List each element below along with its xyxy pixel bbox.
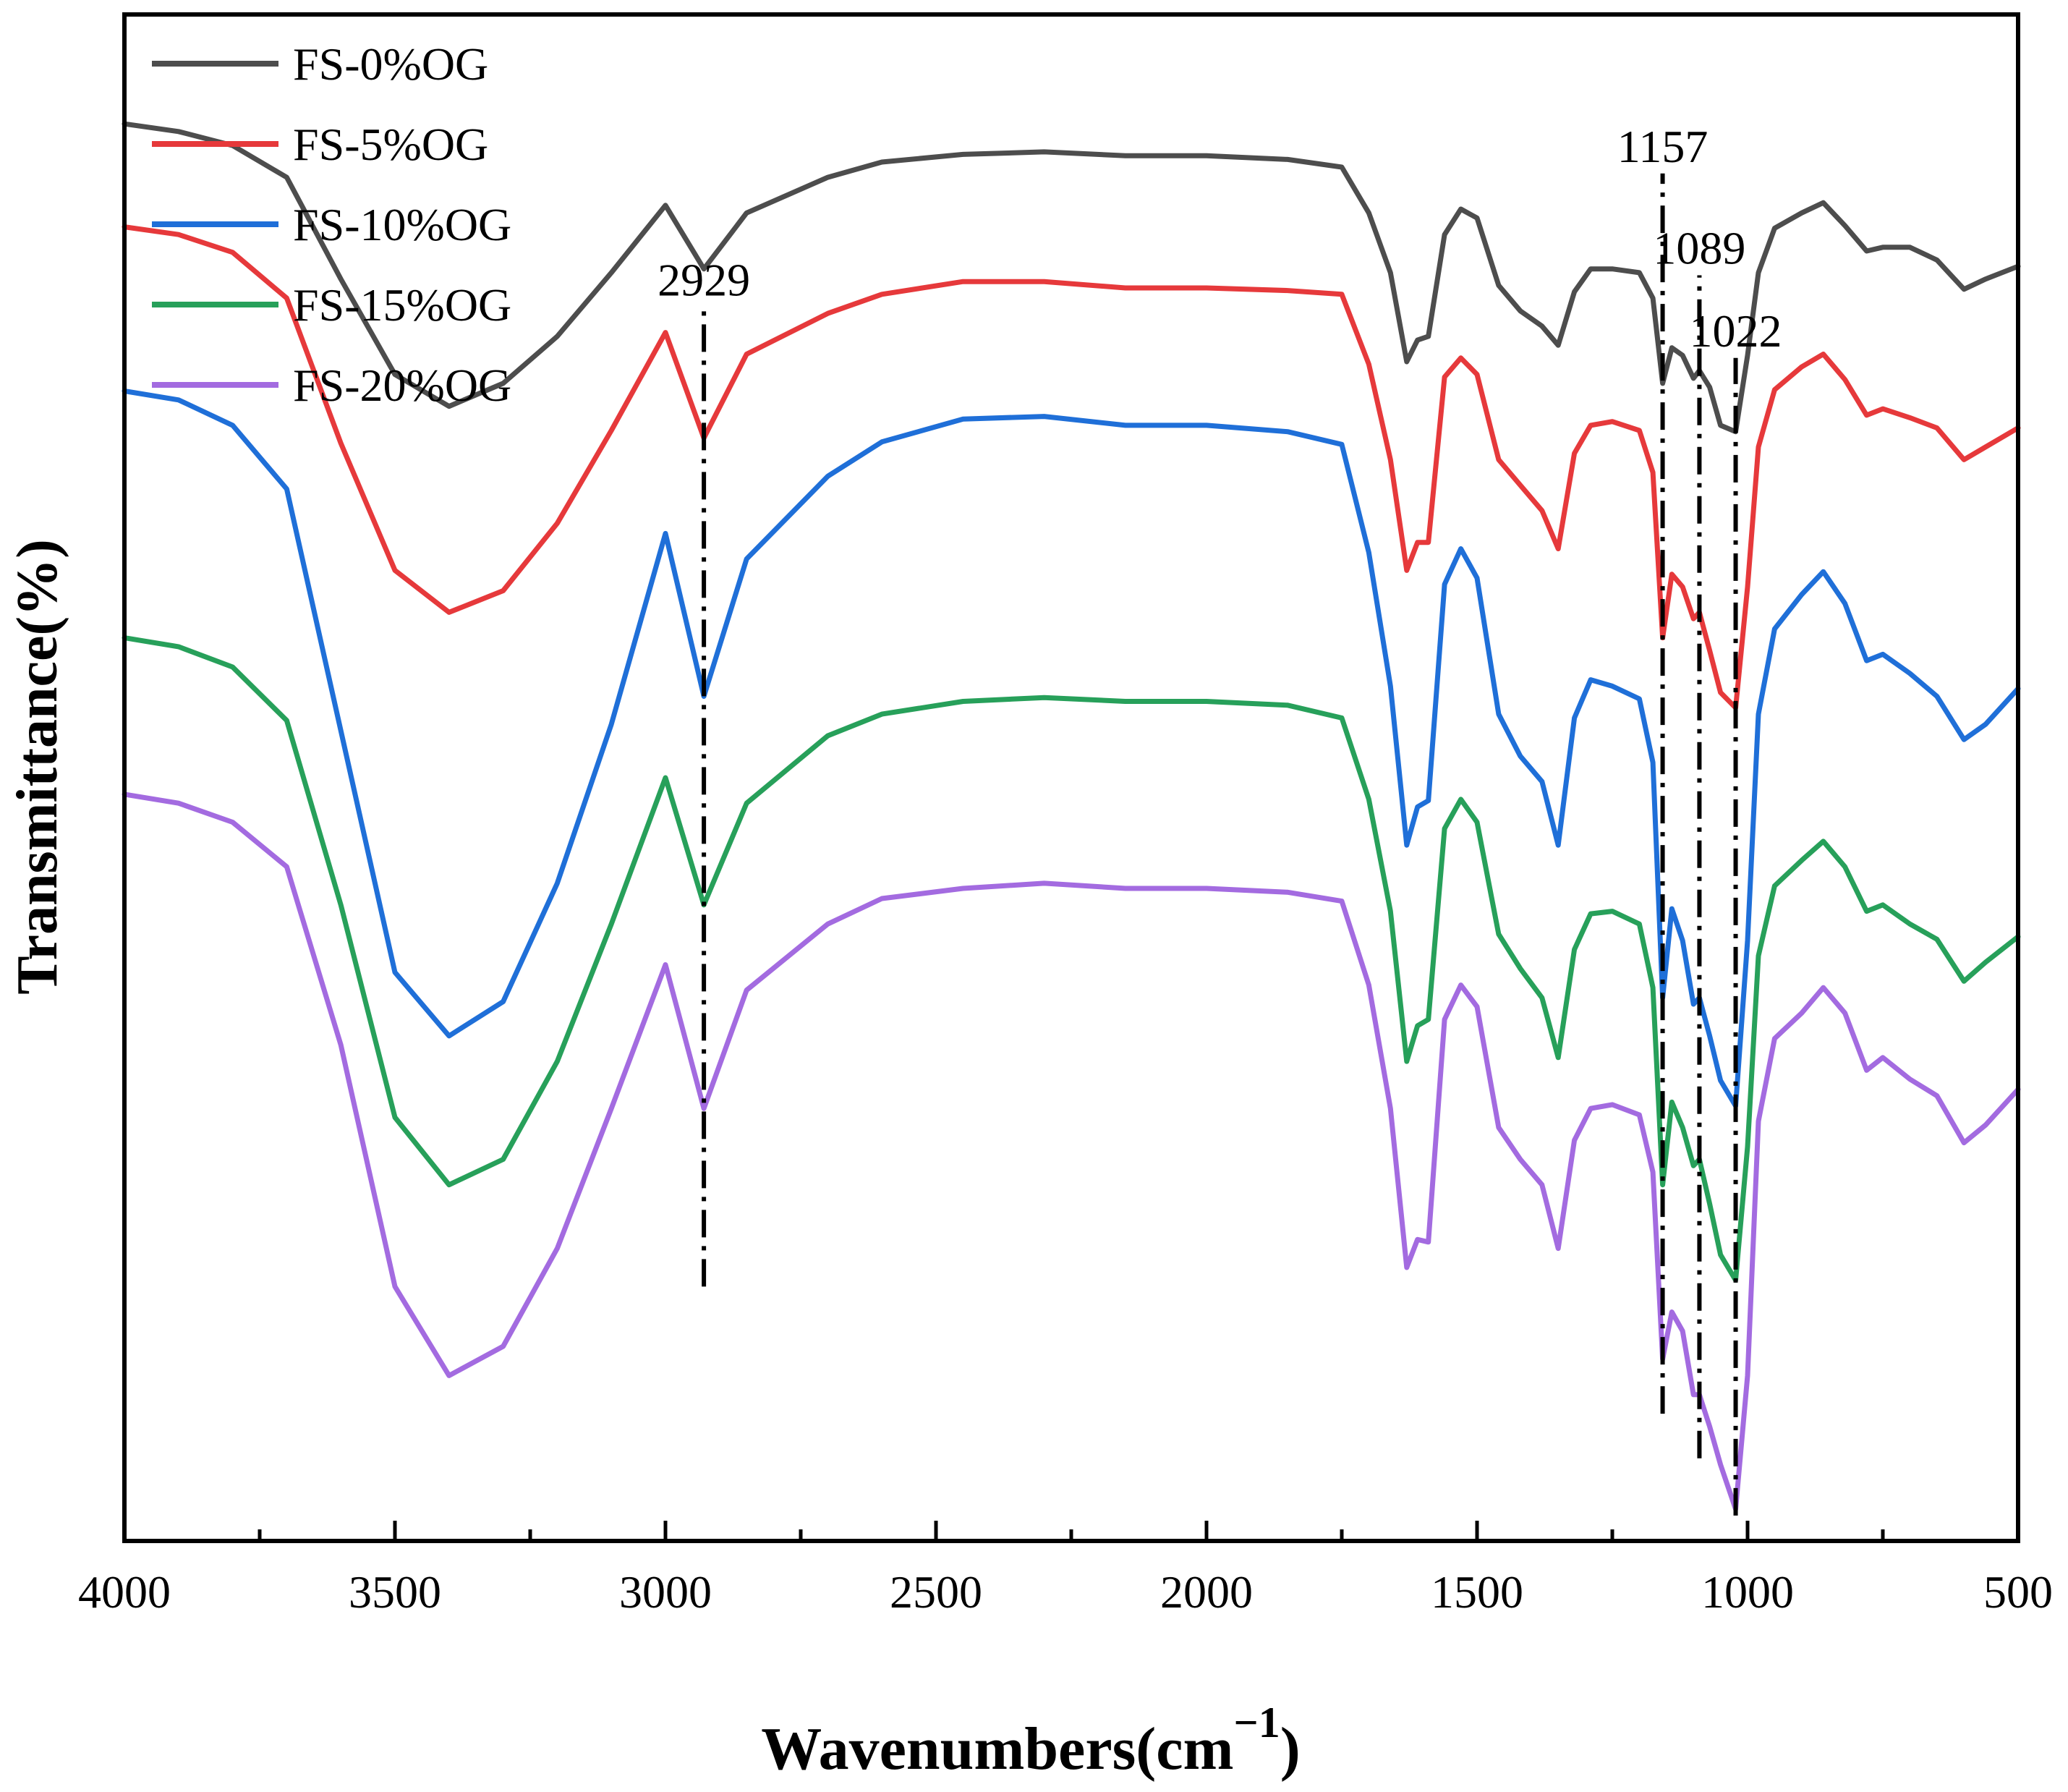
- series-line-FS-0%OG: [122, 121, 2021, 435]
- x-axis-title: Wavenumbers(cm−1): [761, 1699, 1300, 1783]
- x-tick-label: 3000: [619, 1566, 712, 1618]
- x-tick-label: 1500: [1431, 1566, 1523, 1618]
- legend-label-FS-15%OG: FS-15%OG: [293, 279, 511, 331]
- x-tick-label: 2000: [1160, 1566, 1253, 1618]
- peak-label-1089: 1089: [1653, 222, 1745, 273]
- series-line-FS-5%OG: [122, 224, 2021, 710]
- axes-layer: 4000 3500 3000 2500 2000 1500 1000 500: [78, 12, 2053, 1618]
- peak-label-2929: 2929: [658, 254, 750, 305]
- legend-label-FS-0%OG: FS-0%OG: [293, 38, 488, 90]
- x-axis-title-superscript: −1: [1234, 1699, 1280, 1746]
- peak-label-1022: 1022: [1690, 305, 1782, 357]
- series-layer: [122, 121, 2021, 1512]
- series-line-FS-10%OG: [122, 388, 2021, 1109]
- legend-label-FS-10%OG: FS-10%OG: [293, 199, 511, 250]
- x-tick-label: 500: [1983, 1566, 2053, 1618]
- peak-label-1157: 1157: [1617, 121, 1709, 172]
- series-line-FS-20%OG: [122, 791, 2021, 1512]
- x-tick-label: 1000: [1701, 1566, 1794, 1618]
- annotation-layer: 2929 1157 1089 1022: [658, 121, 1782, 1516]
- legend-label-FS-20%OG: FS-20%OG: [293, 360, 511, 411]
- x-axis-ticks: [122, 1521, 2020, 1541]
- x-axis-title-close: ): [1280, 1715, 1301, 1783]
- x-axis-tick-labels: 4000 3500 3000 2500 2000 1500 1000 500: [78, 1566, 2053, 1618]
- legend: FS-0%OG FS-5%OG FS-10%OG FS-15%OG FS-20%OG: [152, 38, 511, 411]
- series-line-FS-15%OG: [122, 635, 2021, 1283]
- y-axis-title: Transmittance(%): [6, 539, 69, 995]
- x-tick-label: 4000: [78, 1566, 171, 1618]
- x-axis-title-text: Wavenumbers(cm: [761, 1715, 1233, 1783]
- x-tick-label: 2500: [890, 1566, 982, 1618]
- legend-label-FS-5%OG: FS-5%OG: [293, 119, 488, 170]
- x-tick-label: 3500: [349, 1566, 441, 1618]
